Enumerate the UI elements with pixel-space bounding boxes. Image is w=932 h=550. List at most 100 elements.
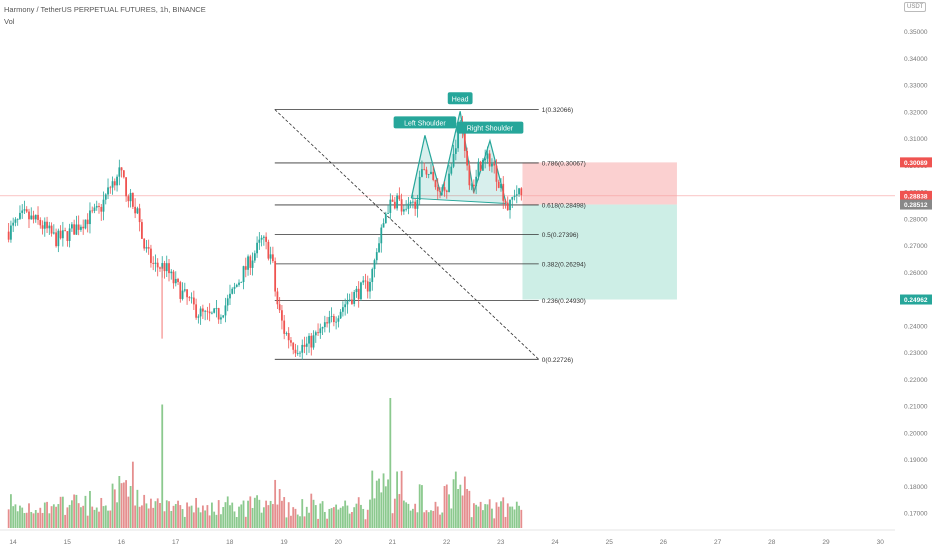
volume-bar (271, 504, 274, 528)
volume-bar (509, 506, 511, 528)
candle-body (303, 344, 306, 347)
candle-body (89, 210, 91, 225)
candle-body (466, 150, 469, 166)
time-tick-label: 23 (497, 539, 505, 546)
volume-bar (434, 501, 437, 528)
volume-bar (186, 502, 188, 528)
volume-bar (398, 494, 401, 528)
candle-body (222, 315, 225, 318)
price-tick-label: 0.32000 (904, 109, 928, 116)
volume-bar (418, 484, 421, 528)
price-tick-label: 0.18000 (904, 484, 928, 491)
time-tick-label: 24 (551, 539, 559, 546)
volume-bar (16, 511, 19, 528)
currency-badge[interactable]: USDT (904, 2, 927, 12)
time-axis[interactable]: 14 15 16 17 18 19 20 21 22 23 24 25 26 27 28 29 30 (0, 529, 895, 546)
fibonacci-retracement[interactable]: 1(0.32066) 0.786(0.30067) 0.618(0.28498) 0.… (274, 107, 586, 364)
candle-body (111, 181, 114, 188)
volume-bar (461, 495, 464, 528)
candle-body (23, 209, 26, 211)
candle-body (181, 290, 184, 299)
candle-body (482, 160, 484, 171)
volume-bar (344, 500, 347, 528)
candle-body (238, 282, 240, 285)
volume-bar (59, 496, 62, 528)
volume-bar (281, 500, 283, 528)
candle-body (330, 316, 333, 317)
candle-body (226, 298, 229, 306)
volume-bar (335, 504, 338, 528)
candle-body (348, 299, 351, 302)
time-tick-label: 17 (172, 539, 180, 546)
candle-body (332, 316, 335, 323)
candle-body (373, 260, 376, 270)
candle-body (513, 195, 516, 198)
candle-body (220, 317, 222, 320)
volume-bar (222, 507, 225, 528)
candle-body (321, 327, 324, 329)
candle-body (454, 148, 457, 154)
candle-body (211, 312, 213, 314)
volume-bar (482, 510, 484, 528)
volume-bar (136, 489, 139, 528)
price-axis[interactable]: 0.35000 0.34000 0.33000 0.32000 0.31000 0.300… (900, 29, 932, 518)
candle-body (502, 183, 505, 201)
volume-bar (30, 511, 33, 528)
candle-body (457, 125, 459, 149)
candle-body (43, 221, 46, 229)
candle-body (357, 288, 360, 300)
candle-body (122, 170, 125, 178)
fib-level-label: 0.618(0.28498) (542, 202, 586, 209)
candle-body (290, 340, 292, 343)
candle-body (366, 281, 369, 292)
candle-body (10, 225, 12, 240)
volume-bar (226, 496, 229, 528)
volume-bar (14, 504, 17, 528)
volume-bar (301, 499, 304, 528)
volume-bar (100, 497, 103, 528)
candle-body (240, 282, 243, 283)
volume-bar (491, 508, 493, 528)
candle-body (28, 211, 30, 220)
time-tick-label: 21 (389, 539, 397, 546)
volume-bar (276, 504, 279, 528)
candle-body (61, 230, 64, 239)
candle-body (21, 210, 24, 213)
volume-bar (459, 484, 462, 528)
volume-bar (199, 512, 202, 528)
volume-bar (73, 494, 76, 528)
volume-bar (262, 507, 265, 528)
volume-bar (89, 490, 91, 528)
price-badge (900, 157, 932, 168)
volume-bar (70, 500, 73, 528)
candle-body (355, 288, 358, 293)
volume-bar (470, 517, 473, 528)
volume-bar (220, 514, 222, 528)
candle-body (82, 226, 85, 229)
candle-body (37, 214, 39, 220)
volume-bar (292, 507, 295, 528)
volume-bar (52, 504, 55, 528)
volume-bar (233, 511, 236, 528)
candle-body (242, 266, 245, 283)
candle-body (351, 299, 353, 304)
candle-body (201, 308, 204, 312)
volume-bar (159, 503, 161, 528)
candle-body (472, 184, 475, 187)
candle-body (488, 153, 491, 167)
candle-body (518, 188, 520, 195)
price-badge-text: 0.28838 (904, 193, 928, 200)
candle-body (416, 199, 419, 209)
volume-bar (217, 500, 220, 528)
volume-bar (294, 508, 297, 528)
volume-bar (448, 494, 450, 528)
volume-bar (25, 512, 28, 528)
candle-body (267, 241, 270, 259)
candle-body (52, 232, 55, 234)
volume-bar (500, 501, 502, 528)
volume-bar (240, 504, 243, 528)
volume-bar (364, 519, 367, 528)
volume-bar (305, 506, 308, 528)
candle-body (143, 238, 146, 249)
